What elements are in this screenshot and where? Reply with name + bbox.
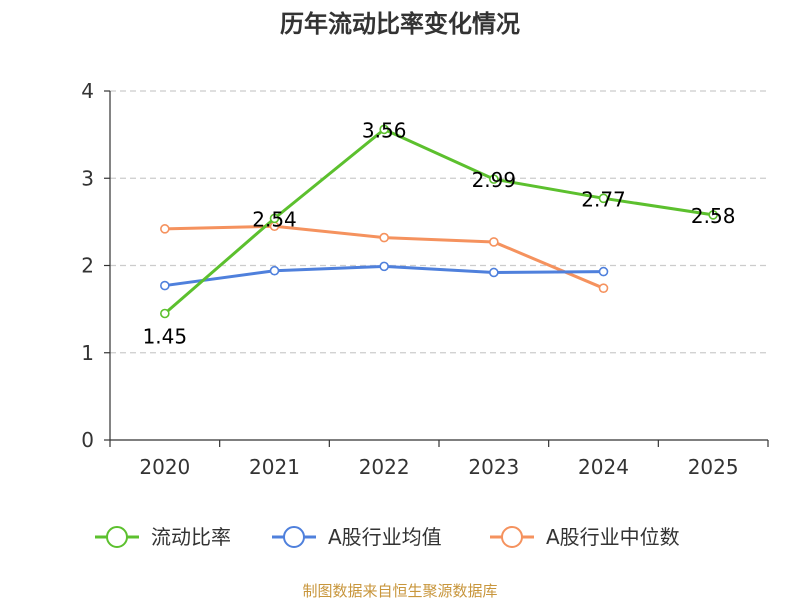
legend-item-0[interactable]: 流动比率: [95, 525, 231, 549]
data-label: 1.45: [143, 324, 188, 348]
legend-item-2[interactable]: A股行业中位数: [490, 525, 680, 549]
x-tick-label: 2022: [359, 455, 410, 479]
data-label: 2.77: [581, 187, 626, 211]
legend-marker: [283, 526, 305, 548]
data-point[interactable]: [379, 124, 389, 135]
data-label: 2.54: [252, 207, 297, 231]
x-tick-label: 2023: [468, 455, 519, 479]
series-0: [160, 124, 718, 319]
data-point[interactable]: [598, 193, 609, 204]
source-note: 制图数据来自恒生聚源数据库: [302, 582, 497, 600]
legend-label: 流动比率: [151, 525, 231, 549]
data-point[interactable]: [598, 266, 609, 277]
x-tick-label: 2020: [139, 455, 190, 479]
chart-title: 历年流动比率变化情况: [280, 10, 520, 38]
series-layer: [160, 124, 718, 319]
legend[interactable]: 流动比率 A股行业均值 A股行业中位数: [95, 525, 680, 549]
data-point[interactable]: [160, 280, 170, 291]
legend-item-1[interactable]: A股行业均值: [272, 525, 442, 549]
data-point[interactable]: [489, 237, 499, 247]
x-tick-label: 2021: [249, 455, 300, 479]
data-point[interactable]: [269, 213, 280, 224]
y-tick-label: 3: [81, 166, 94, 190]
data-point[interactable]: [160, 224, 170, 234]
data-label: 2.58: [691, 204, 736, 228]
data-point[interactable]: [489, 267, 499, 278]
legend-label: A股行业中位数: [546, 525, 680, 549]
series-1: [160, 261, 609, 291]
data-point[interactable]: [379, 232, 389, 243]
data-point[interactable]: [489, 174, 499, 184]
data-point[interactable]: [598, 283, 609, 293]
axes: 0 1 2 3 4 2020 2021 2022 2023 2024 2025: [81, 79, 769, 479]
x-tick-label: 2025: [688, 455, 739, 479]
legend-marker: [106, 526, 128, 548]
data-label: 2.99: [472, 168, 517, 192]
data-point[interactable]: [379, 261, 389, 272]
data-point[interactable]: [708, 210, 718, 220]
data-point[interactable]: [269, 265, 280, 276]
y-tick-label: 2: [81, 254, 94, 278]
data-point[interactable]: [160, 308, 170, 319]
y-tick-label: 1: [81, 341, 94, 365]
data-labels: 1.45 2.54 3.56 2.99 2.77 2.58: [143, 118, 736, 348]
y-tick-label: 0: [81, 428, 94, 452]
series-line: [163, 127, 715, 315]
series-2: [160, 221, 609, 293]
legend-label: A股行业均值: [328, 525, 442, 549]
grid-lines: [110, 90, 768, 354]
legend-marker: [501, 526, 523, 548]
x-tick-label: 2024: [578, 455, 629, 479]
y-tick-label: 4: [81, 79, 94, 103]
data-label: 3.56: [362, 118, 407, 142]
